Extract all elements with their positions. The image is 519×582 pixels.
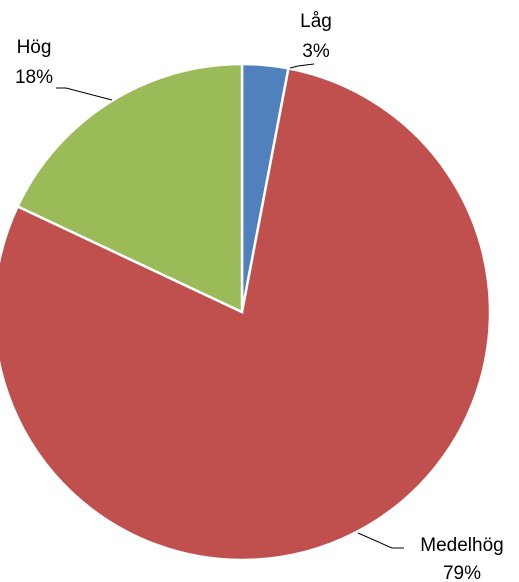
leader-line <box>357 532 404 549</box>
pie-slice <box>0 66 492 562</box>
slice-value-label: 18% <box>15 67 53 88</box>
slice-label: Låg <box>300 11 332 32</box>
slice-label: Hög <box>17 37 52 58</box>
slice-value-label: 79% <box>443 563 481 582</box>
leader-line <box>289 63 315 69</box>
slice-value-label: 3% <box>302 41 330 62</box>
leader-line <box>56 87 113 101</box>
slice-label: Medelhög <box>420 535 503 556</box>
pie-slice <box>15 62 244 314</box>
